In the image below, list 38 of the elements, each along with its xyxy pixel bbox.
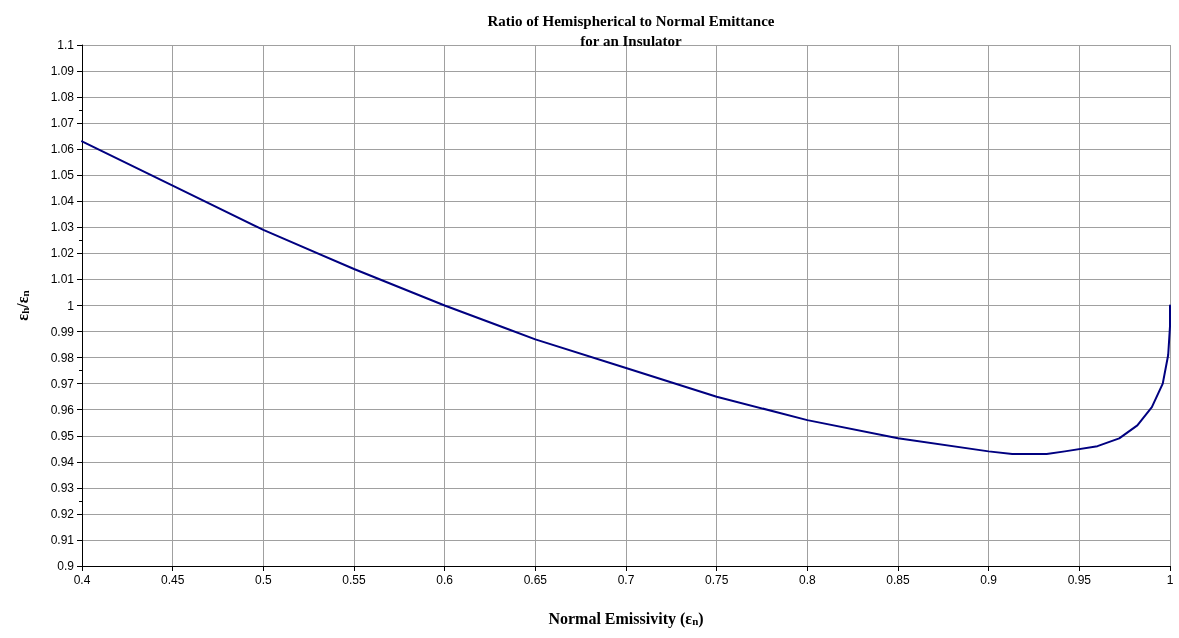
x-tick-label: 0.6 <box>436 573 454 587</box>
x-tick-label: 0.65 <box>523 573 548 587</box>
line-series <box>81 140 1171 455</box>
y-tick-label: 1.07 <box>50 116 75 131</box>
y-tick-label: 1.02 <box>50 246 75 261</box>
y-tick-label: 0.96 <box>50 402 75 417</box>
x-tick-label: 0.7 <box>617 573 635 587</box>
x-tick-label: 0.85 <box>886 573 910 587</box>
y-tick-label: 1.1 <box>57 38 75 52</box>
x-tick-label: 0.5 <box>254 573 272 587</box>
y-tick-label: 0.98 <box>50 350 75 365</box>
y-tick-label: 1.08 <box>50 90 75 105</box>
y-tick-label: 0.97 <box>50 376 75 391</box>
chart-title: Ratio of Hemispherical to Normal Emittance for an Insulator <box>487 13 775 49</box>
x-tick-label: 0.4 <box>73 573 91 587</box>
y-tick-label: 0.94 <box>50 454 75 469</box>
x-tick-label: 0.8 <box>798 573 816 587</box>
x-tick-label: 0.55 <box>342 573 366 587</box>
x-tick-label: 0.75 <box>704 573 729 587</box>
y-tick-label: 1.09 <box>50 64 75 79</box>
y-tick-label: 0.95 <box>50 428 75 443</box>
y-tick-label: 0.92 <box>50 506 75 521</box>
y-tick-label: 1.04 <box>50 194 75 209</box>
x-tick-label: 0.95 <box>1067 573 1092 587</box>
y-tick-label: 1.01 <box>50 272 75 287</box>
x-tick-label: 0.45 <box>160 573 185 587</box>
x-axis-title: Normal Emissivity (εn) <box>548 609 704 628</box>
y-tick-label: 0.93 <box>50 480 75 495</box>
y-tick-label: 1 <box>67 298 75 313</box>
y-axis-title: εh/εn <box>13 290 31 321</box>
y-tick-label: 1.03 <box>50 220 75 235</box>
y-tick-label: 0.91 <box>50 532 75 547</box>
x-tick-label: 1 <box>1166 573 1174 587</box>
y-tick-label: 1.06 <box>50 142 75 157</box>
y-tick-label: 0.99 <box>50 324 75 339</box>
y-tick-label: 0.9 <box>57 559 75 573</box>
x-tick-label: 0.9 <box>980 573 998 587</box>
y-tick-label: 1.05 <box>50 168 75 183</box>
